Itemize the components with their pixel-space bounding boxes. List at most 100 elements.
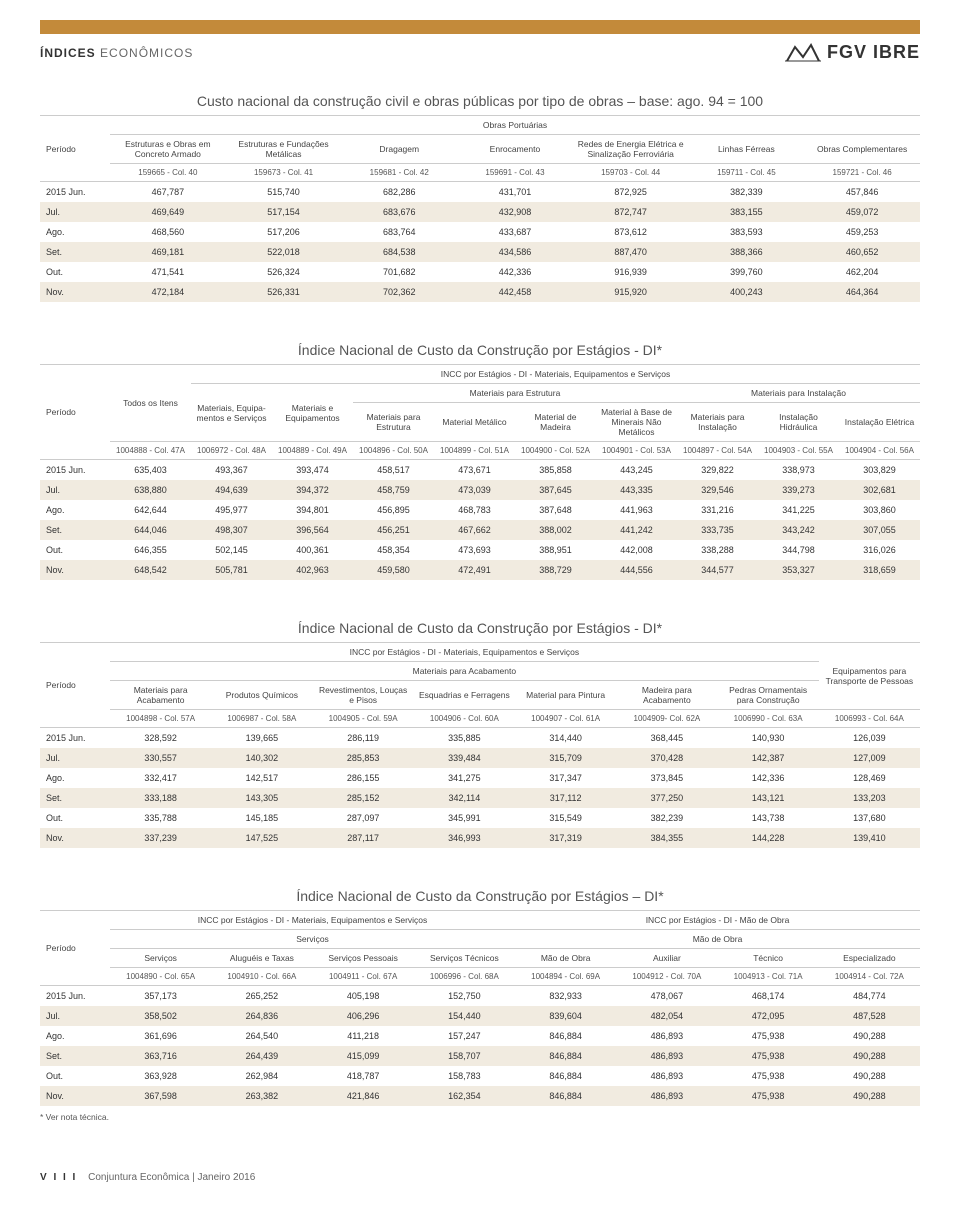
value-cell: 370,428 [616,748,717,768]
value-cell: 490,288 [819,1086,920,1106]
code-cell: 159703 - Col. 44 [573,164,689,182]
value-cell: 367,598 [110,1086,211,1106]
value-cell: 317,112 [515,788,616,808]
value-cell: 486,893 [616,1026,717,1046]
period-cell: Nov. [40,828,110,848]
value-cell: 490,288 [819,1066,920,1086]
value-cell: 473,693 [434,540,515,560]
value-cell: 262,984 [211,1066,312,1086]
code-cell: 1004901 - Col. 53A [596,442,677,460]
col-header: Materiais para Acabamento [110,681,211,710]
col-header: Técnico [718,949,819,968]
value-cell: 302,681 [839,480,920,500]
value-cell: 331,216 [677,500,758,520]
table-row: Set.333,188143,305285,152342,114317,1123… [40,788,920,808]
code-cell: 1004890 - Col. 65A [110,968,211,986]
code-cell: 1004894 - Col. 69A [515,968,616,986]
value-cell: 475,938 [718,1026,819,1046]
col-header: Material Metálico [434,403,515,442]
value-cell: 443,335 [596,480,677,500]
table3-title: Índice Nacional de Custo da Construção p… [40,620,920,636]
value-cell: 346,993 [414,828,515,848]
value-cell: 642,644 [110,500,191,520]
period-cell: Jul. [40,748,110,768]
value-cell: 382,339 [689,182,805,203]
table-row: Nov.337,239147,525287,117346,993317,3193… [40,828,920,848]
code-cell: 1004904 - Col. 56A [839,442,920,460]
value-cell: 684,538 [341,242,457,262]
t2-grp-estr: Materiais para Estrutura [353,384,677,403]
value-cell: 638,880 [110,480,191,500]
col-header: Obras Complementares [804,135,920,164]
value-cell: 487,528 [819,1006,920,1026]
table-row: 2015 Jun.467,787515,740682,286431,701872… [40,182,920,203]
code-cell: 1004903 - Col. 55A [758,442,839,460]
col-header: Pedras Ornamentais para Construção [718,681,819,710]
value-cell: 432,908 [457,202,573,222]
value-cell: 152,750 [414,986,515,1007]
value-cell: 162,354 [414,1086,515,1106]
value-cell: 475,938 [718,1086,819,1106]
value-cell: 307,055 [839,520,920,540]
code-cell: 1006996 - Col. 68A [414,968,515,986]
t2-mateq: Materiais e Equipamentos [272,384,353,442]
code-cell: 1004909- Col. 62A [616,710,717,728]
t3-grp: Materiais para Acabamento [110,662,819,681]
value-cell: 335,788 [110,808,211,828]
code-cell: 1006990 - Col. 63A [718,710,819,728]
value-cell: 459,072 [804,202,920,222]
col-header: Esquadrias e Ferragens [414,681,515,710]
col-header: Estruturas e Fundações Metálicas [226,135,342,164]
code-cell: 1004911 - Col. 67A [313,968,414,986]
code-cell: 159673 - Col. 41 [226,164,342,182]
value-cell: 341,225 [758,500,839,520]
period-cell: Ago. [40,768,110,788]
value-cell: 468,783 [434,500,515,520]
value-cell: 648,542 [110,560,191,580]
table-row: Ago.332,417142,517286,155341,275317,3473… [40,768,920,788]
value-cell: 458,759 [353,480,434,500]
page-number: V I I I [40,1172,77,1183]
value-cell: 418,787 [313,1066,414,1086]
value-cell: 315,709 [515,748,616,768]
period-cell: Out. [40,540,110,560]
value-cell: 139,410 [819,828,920,848]
brand-logo-icon [785,43,821,63]
brand-text: FGV IBRE [827,42,920,63]
value-cell: 526,324 [226,262,342,282]
value-cell: 473,039 [434,480,515,500]
value-cell: 318,659 [839,560,920,580]
code-cell: 1006987 - Col. 58A [211,710,312,728]
col-header: Auxiliar [616,949,717,968]
value-cell: 140,302 [211,748,312,768]
col-header: Material para Pintura [515,681,616,710]
value-cell: 406,296 [313,1006,414,1026]
value-cell: 402,963 [272,560,353,580]
value-cell: 442,008 [596,540,677,560]
footer-text: Conjuntura Econômica | Janeiro 2016 [88,1172,255,1183]
table-row: Jul.638,880494,639394,372458,759473,0393… [40,480,920,500]
code-cell: 159681 - Col. 42 [341,164,457,182]
code-cell: 1004906 - Col. 60A [414,710,515,728]
value-cell: 915,920 [573,282,689,302]
value-cell: 846,884 [515,1066,616,1086]
value-cell: 460,652 [804,242,920,262]
value-cell: 471,541 [110,262,226,282]
value-cell: 158,707 [414,1046,515,1066]
value-cell: 361,696 [110,1026,211,1046]
col-header: Dragagem [341,135,457,164]
value-cell: 285,152 [313,788,414,808]
value-cell: 846,884 [515,1026,616,1046]
value-cell: 495,977 [191,500,272,520]
t4-grp-mao: Mão de Obra [515,930,920,949]
col-header: Estruturas e Obras em Concreto Armado [110,135,226,164]
value-cell: 458,354 [353,540,434,560]
value-cell: 303,829 [839,460,920,481]
value-cell: 846,884 [515,1086,616,1106]
table-row: Nov.648,542505,781402,963459,580472,4913… [40,560,920,580]
value-cell: 472,184 [110,282,226,302]
table-row: Nov.367,598263,382421,846162,354846,8844… [40,1086,920,1106]
value-cell: 303,860 [839,500,920,520]
value-cell: 394,801 [272,500,353,520]
table4-title: Índice Nacional de Custo da Construção p… [40,888,920,904]
